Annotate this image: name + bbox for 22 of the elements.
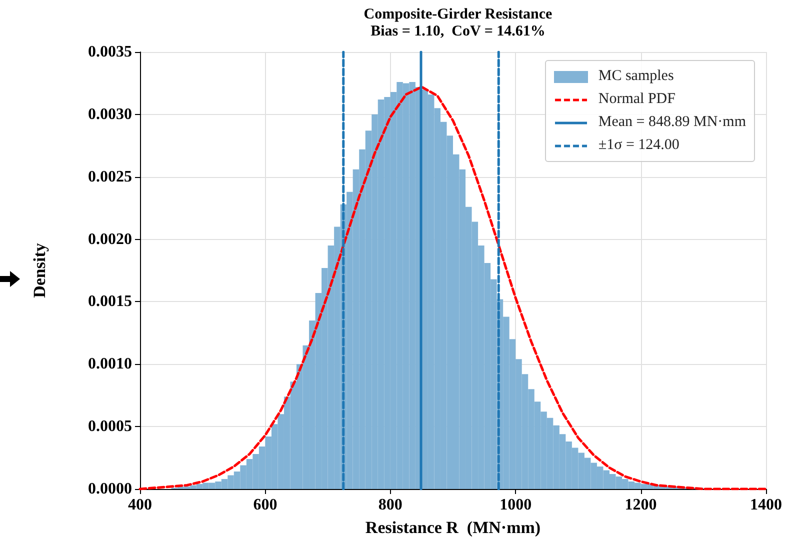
y-tick-label: 0.0010 <box>88 356 132 373</box>
y-tick-label: 0.0020 <box>88 230 132 248</box>
x-tick-label: 600 <box>253 496 278 514</box>
y-tick-label: 0.0000 <box>88 480 132 498</box>
y-tick-label: 0.0030 <box>88 106 132 123</box>
chart-subtitle: Bias = 1.10, CoV = 14.61% <box>370 24 546 40</box>
y-tick-label: 0.0005 <box>88 418 132 436</box>
y-axis-title: Density <box>30 242 49 298</box>
legend-label: MC samples <box>598 68 674 85</box>
x-tick-label: 400 <box>128 496 152 514</box>
y-tick-label: 0.0025 <box>88 168 132 186</box>
x-tick-label: 1200 <box>624 496 657 514</box>
legend-label: Mean = 848.89 MN·mm <box>598 114 746 131</box>
legend-label: ±1σ = 124.00 <box>598 137 680 154</box>
x-tick-label: 1400 <box>750 496 782 514</box>
x-tick-label: 1000 <box>500 496 532 514</box>
y-tick-label: 0.0035 <box>88 44 132 60</box>
y-tick-label: 0.0015 <box>88 293 132 310</box>
legend-label: Normal PDF <box>598 91 676 108</box>
chart-title: Composite-Girder Resistance <box>364 6 553 22</box>
x-tick-label: 800 <box>378 496 402 514</box>
x-axis-title: Resistance R (MN·mm) <box>365 518 541 537</box>
